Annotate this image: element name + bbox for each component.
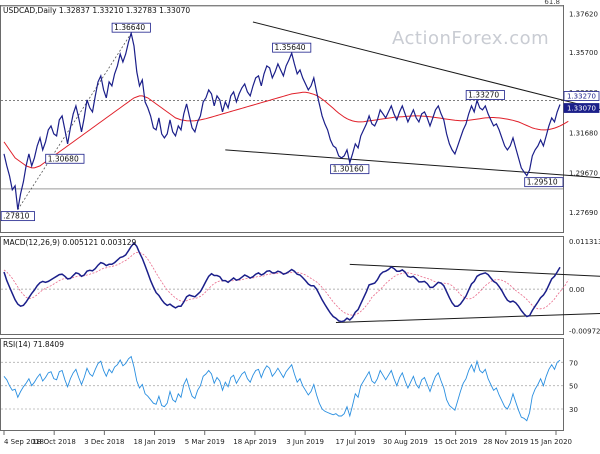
series-layer bbox=[3, 30, 569, 422]
price-line bbox=[3, 30, 561, 210]
x-tick-label: 18 Apr 2019 bbox=[233, 438, 276, 446]
price-annotation-label: 1.36640 bbox=[114, 23, 145, 32]
rsi-panel-frame bbox=[0, 338, 564, 431]
macd-y-tick: -0.009729 bbox=[569, 328, 600, 336]
ohlc-values: 1.32837 1.33210 1.32783 1.33070 bbox=[58, 6, 191, 15]
price-annotation-label: 1.33270 bbox=[468, 91, 499, 100]
x-tick-label: 17 Jul 2019 bbox=[335, 438, 375, 446]
x-tick-label: 15 Jan 2020 bbox=[530, 438, 572, 446]
price-y-tick: 1.31680 bbox=[569, 129, 598, 137]
last-price-label: 1.33270 bbox=[567, 93, 596, 101]
macd-panel-title: MACD(12,26,9) 0.005121 0.003129 bbox=[3, 238, 137, 247]
x-tick-label: 18 Oct 2018 bbox=[33, 438, 76, 446]
price-panel-title: USDCAD,Daily 1.32837 1.33210 1.32783 1.3… bbox=[3, 6, 190, 15]
price-annotation-label: 1.30680 bbox=[48, 154, 79, 163]
price-annotation-label: 1.35640 bbox=[275, 43, 306, 52]
last-price-tag bbox=[563, 91, 600, 101]
macd-line bbox=[3, 241, 561, 323]
x-tick-label: 30 Aug 2019 bbox=[383, 438, 428, 446]
price-y-tick: 1.37620 bbox=[569, 11, 598, 19]
price-annotation-box bbox=[465, 90, 505, 100]
last-price-label: 1.33070 bbox=[567, 105, 596, 113]
watermark: ActionForex.com bbox=[392, 28, 550, 49]
reference-lines bbox=[1, 5, 600, 435]
rsi-line bbox=[3, 355, 561, 422]
price-annotation-box bbox=[524, 177, 564, 188]
rsi-y-tick: 50 bbox=[569, 383, 578, 391]
price-annotation-box bbox=[111, 22, 151, 33]
price-annotation-label: .27810 bbox=[3, 212, 29, 221]
price-y-tick: 1.27690 bbox=[569, 209, 598, 217]
fib-level-label: 61.8 bbox=[544, 0, 560, 6]
x-tick-label: 18 Jan 2019 bbox=[134, 438, 176, 446]
macd-trend-line-lower bbox=[335, 313, 600, 323]
price-y-tick: 1.29670 bbox=[569, 169, 598, 177]
macd-y-tick: 0.011313 bbox=[569, 238, 600, 246]
x-tick-label: 4 Sep 2018 bbox=[4, 438, 44, 446]
last-price-tag bbox=[563, 103, 600, 113]
price-annotation-label: 1.29510 bbox=[527, 178, 558, 187]
price-annotation-label: 1.30160 bbox=[333, 165, 364, 174]
price-y-tick: 1.35700 bbox=[569, 49, 598, 57]
x-tick-label: 5 Mar 2019 bbox=[185, 438, 225, 446]
x-tick-label: 3 Jun 2019 bbox=[286, 438, 324, 446]
macd-panel-frame bbox=[0, 236, 564, 335]
channel-line-upper bbox=[252, 21, 600, 111]
macd-y-tick: 0.00 bbox=[569, 286, 585, 294]
rsi-y-tick: 70 bbox=[569, 359, 578, 367]
channel-line-lower bbox=[225, 149, 600, 179]
sma-line bbox=[3, 91, 569, 169]
price-annotation-box bbox=[45, 153, 85, 164]
rsi-y-tick: 30 bbox=[569, 406, 578, 414]
x-tick-label: 15 Oct 2019 bbox=[434, 438, 477, 446]
price-annotation-box bbox=[330, 164, 370, 175]
x-tick-label: 3 Dec 2018 bbox=[84, 438, 124, 446]
x-tick-label: 28 Nov 2019 bbox=[483, 438, 528, 446]
symbol-label: USDCAD,Daily bbox=[3, 6, 57, 15]
price-annotation-box bbox=[0, 211, 35, 222]
price-annotation-box bbox=[272, 42, 312, 53]
diagonal-dotted-line bbox=[17, 32, 132, 210]
rsi-panel-title: RSI(14) 71.8409 bbox=[3, 340, 64, 349]
macd-signal-line bbox=[3, 252, 569, 316]
